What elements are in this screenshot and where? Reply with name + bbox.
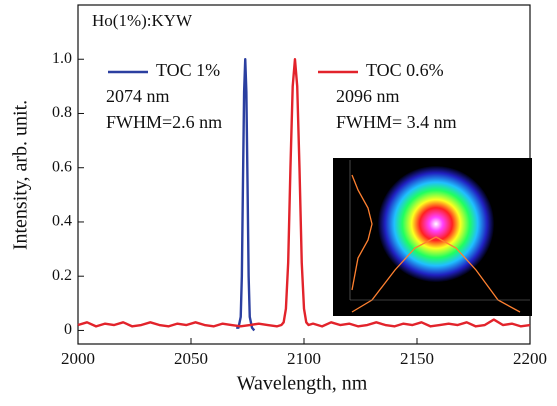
annotation: 2074 nm <box>106 86 170 106</box>
data-line <box>77 58 531 328</box>
x-axis-label: Wavelength, nm <box>237 373 368 395</box>
beam-spot <box>378 166 494 282</box>
inset-image <box>333 158 532 316</box>
chart-title: Ho(1%):KYW <box>92 11 193 30</box>
x-tick-label: 2150 <box>400 349 434 368</box>
y-axis-label: Intensity, arb. unit. <box>10 100 32 250</box>
data-line <box>236 58 256 332</box>
y-tick-label: 0.2 <box>52 267 72 284</box>
inset-profile <box>351 174 373 291</box>
y-tick-label: 0 <box>64 321 72 338</box>
y-tick-label: 0.8 <box>52 104 72 121</box>
x-tick-label: 2050 <box>174 349 208 368</box>
legend-label: TOC 1% <box>156 60 220 80</box>
x-tick-label: 2100 <box>287 349 321 368</box>
x-tick-label: 2200 <box>513 349 547 368</box>
annotation: FWHM= 3.4 nm <box>336 112 457 132</box>
legend-label: TOC 0.6% <box>366 60 444 80</box>
inset-profile <box>351 236 521 313</box>
y-tick-label: 0.6 <box>52 158 72 175</box>
x-tick-label: 2000 <box>61 349 95 368</box>
annotation: FWHM=2.6 nm <box>106 112 222 132</box>
y-tick-label: 0.4 <box>52 213 72 230</box>
annotation: 2096 nm <box>336 86 400 106</box>
y-tick-label: 1.0 <box>52 50 72 67</box>
